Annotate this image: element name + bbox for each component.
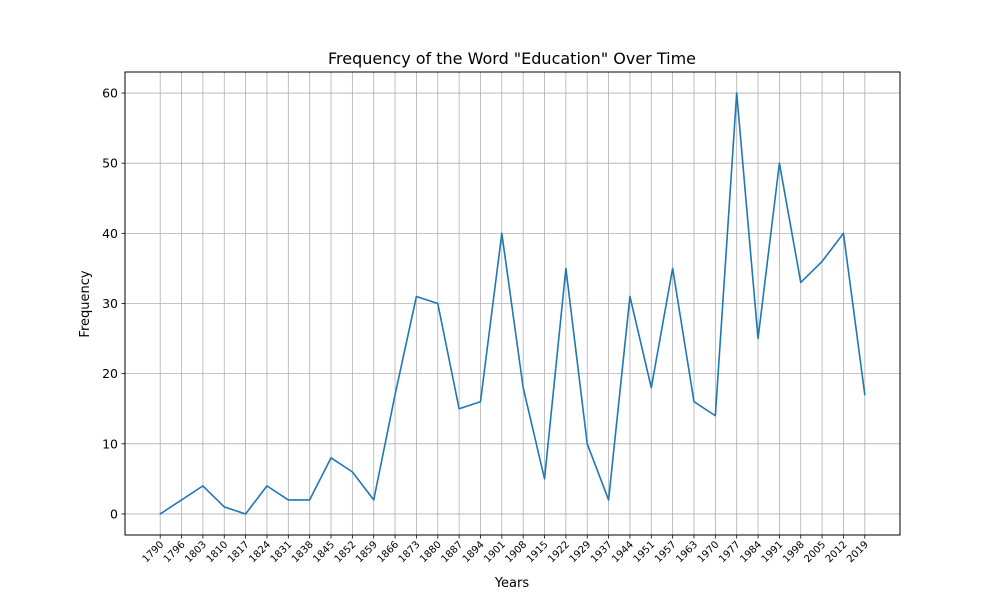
data-point [458,408,460,410]
data-point [800,281,802,283]
x-tick-label: 1790 [141,539,167,565]
data-point [415,295,417,297]
data-point [244,513,246,515]
data-point [266,485,268,487]
x-axis: 1790179618031810181718241831183818451852… [141,535,871,565]
data-point [671,267,673,269]
x-tick-label: 1957 [653,539,679,565]
data-point [501,232,503,234]
data-point [607,499,609,501]
x-tick-label: 1970 [696,539,722,565]
series-line [159,92,866,515]
data-point [180,499,182,501]
data-point [735,92,737,94]
x-tick-label: 2019 [845,539,871,565]
grid [125,72,900,535]
y-tick-label: 40 [102,226,118,241]
x-tick-label: 1817 [226,539,252,565]
x-tick-label: 2012 [824,539,850,565]
x-tick-label: 1944 [610,539,636,565]
data-point [565,267,567,269]
x-tick-label: 1984 [738,539,764,565]
data-point [202,485,204,487]
x-tick-label: 1991 [760,539,786,565]
x-tick-label: 1810 [205,539,231,565]
data-point [351,471,353,473]
x-tick-label: 1977 [717,539,743,565]
data-point [223,506,225,508]
data-point [330,457,332,459]
data-point [287,499,289,501]
data-point [159,513,161,515]
data-point [437,302,439,304]
x-tick-label: 1880 [418,539,444,565]
data-point [586,443,588,445]
y-axis-label: Frequency [78,270,93,337]
x-tick-label: 1831 [269,539,295,565]
x-tick-label: 1915 [525,539,551,565]
y-tick-label: 30 [102,296,118,311]
x-tick-label: 1859 [354,539,380,565]
y-tick-label: 60 [102,86,118,101]
x-tick-label: 1824 [247,539,273,565]
x-tick-label: 2005 [802,539,828,565]
data-point [757,337,759,339]
x-tick-label: 1838 [290,539,316,565]
data-point [842,232,844,234]
x-tick-label: 1887 [439,539,465,565]
series-layer [159,92,866,515]
data-point [629,295,631,297]
x-tick-label: 1852 [333,539,359,565]
data-point [864,393,866,395]
x-tick-label: 1908 [504,539,530,565]
data-point [821,260,823,262]
data-point [778,162,780,164]
x-tick-label: 1796 [162,539,188,565]
data-point [650,386,652,388]
x-tick-label: 1922 [546,539,572,565]
x-tick-label: 1963 [674,539,700,565]
x-tick-label: 1866 [375,539,401,565]
data-point [308,499,310,501]
data-point [479,401,481,403]
x-tick-label: 1894 [461,539,487,565]
chart-title: Frequency of the Word "Education" Over T… [328,49,696,68]
data-point [394,393,396,395]
data-point [714,415,716,417]
x-tick-label: 1873 [397,539,423,565]
y-tick-label: 0 [110,506,118,521]
x-tick-label: 1845 [311,539,337,565]
y-tick-label: 20 [102,366,118,381]
y-tick-label: 10 [102,436,118,451]
x-tick-label: 1901 [482,539,508,565]
y-tick-label: 50 [102,156,118,171]
x-tick-label: 1937 [589,539,615,565]
data-point [373,499,375,501]
x-tick-label: 1803 [183,539,209,565]
x-axis-label: Years [494,576,530,591]
y-axis: 0 10 20 30 40 50 60 [102,86,125,521]
data-point [693,401,695,403]
x-tick-label: 1951 [632,539,658,565]
x-tick-label: 1998 [781,539,807,565]
x-tick-label: 1929 [568,539,594,565]
data-point [543,478,545,480]
data-point [522,386,524,388]
